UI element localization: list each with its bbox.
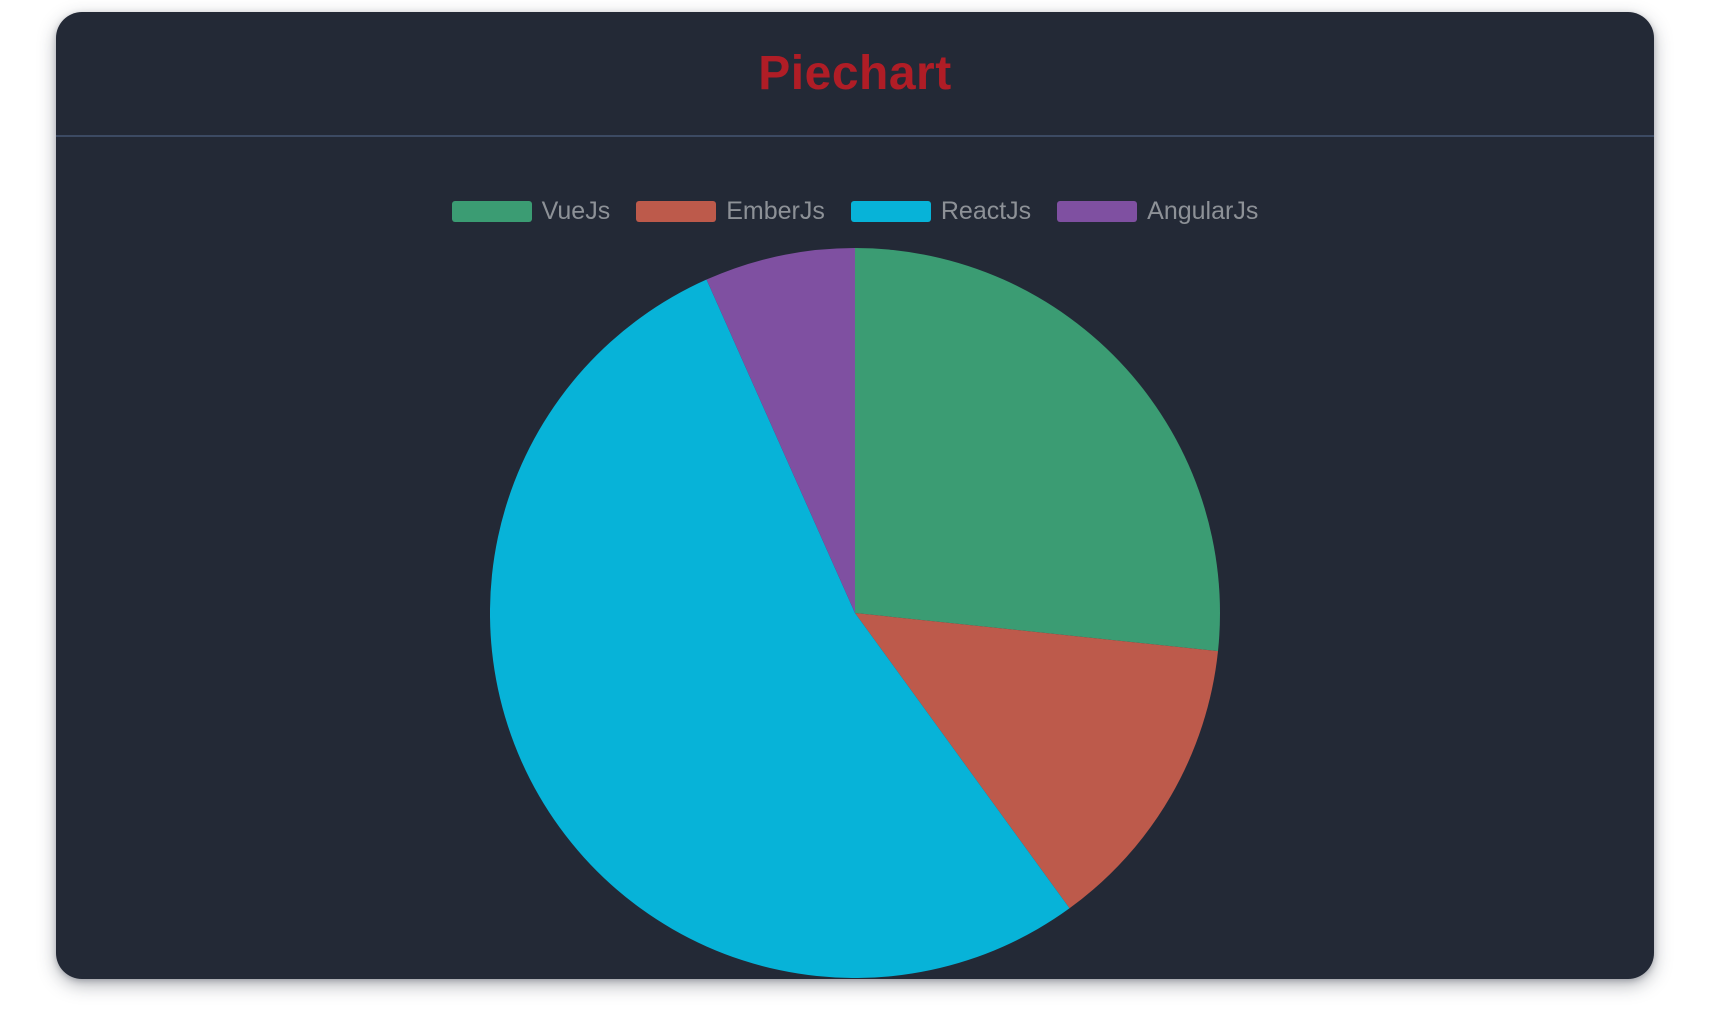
- pie-chart-wrapper: [56, 248, 1654, 978]
- pie-slice-emberjs[interactable]: [855, 613, 1218, 909]
- legend-item-vuejs[interactable]: VueJs: [451, 197, 611, 226]
- legend-swatch: [451, 201, 532, 222]
- chart-title: Piechart: [758, 47, 952, 100]
- pie-chart: [490, 248, 1220, 978]
- card-header: Piechart: [56, 12, 1654, 137]
- legend-swatch: [1057, 201, 1138, 222]
- legend-item-emberjs[interactable]: EmberJs: [636, 197, 825, 226]
- legend-label: VueJs: [541, 197, 611, 225]
- piechart-card: Piechart VueJs EmberJs ReactJs AngularJs: [56, 12, 1654, 979]
- legend-label: ReactJs: [940, 197, 1032, 225]
- legend-label: EmberJs: [726, 197, 825, 225]
- chart-legend: VueJs EmberJs ReactJs AngularJs: [56, 197, 1654, 226]
- pie-slice-vuejs[interactable]: [855, 248, 1220, 652]
- legend-swatch: [636, 201, 717, 222]
- chart-area: VueJs EmberJs ReactJs AngularJs: [56, 197, 1654, 978]
- pie-slice-reactjs[interactable]: [490, 279, 1070, 978]
- pie-slice-angularjs[interactable]: [706, 248, 855, 613]
- legend-swatch: [850, 201, 931, 222]
- legend-label: AngularJs: [1147, 197, 1259, 225]
- legend-item-reactjs[interactable]: ReactJs: [850, 197, 1032, 226]
- legend-item-angularjs[interactable]: AngularJs: [1057, 197, 1258, 226]
